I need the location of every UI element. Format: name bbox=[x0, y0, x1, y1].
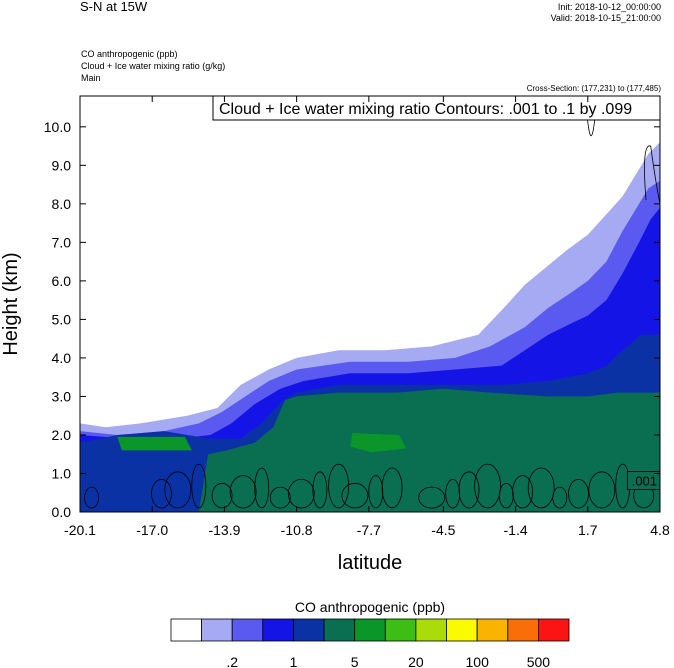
cloud-contour-2 bbox=[164, 471, 192, 509]
colorbar: CO anthropogenic (ppb) .2 1 5 20 100 500 bbox=[170, 599, 570, 668]
cloud-contour-9 bbox=[312, 471, 328, 509]
colorbar-swatch bbox=[446, 618, 478, 642]
contour-note-text: Cloud + Ice water mixing ratio Contours:… bbox=[219, 101, 632, 118]
cloud-contour-7 bbox=[269, 486, 291, 509]
cloud-contour-10 bbox=[328, 463, 350, 509]
cloud-contour-0 bbox=[84, 486, 99, 509]
cross-section-label: Cross-Section: (177,231) to (177,485) bbox=[526, 84, 661, 93]
colorbar-label: 20 bbox=[408, 654, 424, 668]
y-tick-label: 6.0 bbox=[52, 273, 72, 289]
x-tick-label: -7.7 bbox=[357, 522, 381, 538]
x-tick-label: 1.7 bbox=[578, 522, 598, 538]
cloud-contour-23 bbox=[588, 471, 616, 509]
colorbar-label: 500 bbox=[527, 654, 551, 668]
y-tick-label: 7.0 bbox=[52, 234, 72, 250]
cloud-contour-8 bbox=[287, 479, 315, 509]
field-label-cloud: Cloud + Ice water mixing ratio (g/kg) bbox=[81, 61, 226, 71]
y-axis-label: Height (km) bbox=[0, 252, 22, 355]
colorbar-swatch bbox=[293, 618, 325, 642]
x-tick-label: -13.9 bbox=[208, 522, 240, 538]
colorbar-title: CO anthropogenic (ppb) bbox=[295, 599, 445, 615]
cloud-contour-20 bbox=[527, 467, 555, 509]
colorbar-label: 5 bbox=[351, 654, 359, 668]
colorbar-swatch bbox=[231, 618, 264, 642]
y-tick-label: 10.0 bbox=[44, 119, 71, 135]
y-tick-label: 8.0 bbox=[52, 196, 72, 212]
y-tick-label: 0.0 bbox=[52, 504, 72, 520]
green-patch-0 bbox=[350, 433, 407, 453]
cloud-contour-5 bbox=[229, 475, 257, 509]
contour-label-box bbox=[626, 471, 660, 490]
y-tick-label: 9.0 bbox=[52, 157, 72, 173]
contour-label: .001 bbox=[632, 474, 657, 489]
cloud-contour-6 bbox=[254, 467, 270, 509]
colorbar-swatch bbox=[262, 618, 294, 642]
cloud-contour-13 bbox=[381, 467, 403, 509]
colorbar-label: 100 bbox=[466, 654, 490, 668]
plot-fill-layers bbox=[80, 142, 660, 512]
y-tick-label: 5.0 bbox=[52, 311, 72, 327]
cloud-contour-4 bbox=[211, 482, 233, 509]
cloud-contour-16 bbox=[458, 471, 480, 509]
contour-note-box: Cloud + Ice water mixing ratio Contours:… bbox=[212, 95, 661, 121]
colorbar-swatch bbox=[170, 618, 203, 642]
colorbar-swatch bbox=[538, 618, 570, 642]
colorbar-swatch bbox=[323, 618, 356, 642]
cloud-contour-14 bbox=[418, 486, 446, 509]
x-tick-label: -4.5 bbox=[431, 522, 455, 538]
plot-title: S-N at 15W bbox=[80, 0, 148, 14]
y-tick-label: 3.0 bbox=[52, 388, 72, 404]
cloud-contour-11 bbox=[341, 482, 369, 509]
x-axis-label: latitude bbox=[338, 552, 403, 574]
cloud-contour-3 bbox=[191, 463, 207, 509]
cloud-contour-18 bbox=[498, 482, 514, 509]
init-time: Init: 2018-10-12_00:00:00 bbox=[557, 2, 661, 12]
colorbar-label: .2 bbox=[226, 654, 238, 668]
cloud-contours: .001 bbox=[84, 96, 660, 509]
cloud-contour-17 bbox=[474, 463, 502, 509]
y-tick-label: 4.0 bbox=[52, 350, 72, 366]
colorbar-swatch bbox=[384, 618, 417, 642]
y-tick-label: 1.0 bbox=[52, 465, 72, 481]
colorbar-swatch bbox=[201, 618, 233, 642]
x-tick-label: -10.8 bbox=[281, 522, 313, 538]
x-axis: -20.1 -17.0 -13.9 -10.8 -7.7 -4.5 -1.4 1.7 4.8 bbox=[64, 96, 670, 538]
colorbar-swatch bbox=[476, 618, 509, 642]
y-axis: 0.0 1.0 2.0 3.0 4.0 5.0 6.0 7.0 8.0 9.0 10.0 bbox=[44, 119, 660, 520]
valid-time: Valid: 2018-10-15_21:00:00 bbox=[550, 13, 661, 23]
x-tick-label: -1.4 bbox=[504, 522, 528, 538]
green-patch-1 bbox=[117, 436, 192, 451]
cloud-contour-21 bbox=[552, 486, 568, 509]
cloud-contour-22 bbox=[568, 479, 589, 509]
upper-cloud-contour-2 bbox=[644, 145, 660, 204]
colorbar-swatch bbox=[415, 618, 447, 642]
cloud-contour-1 bbox=[151, 479, 172, 509]
x-tick-label: -20.1 bbox=[64, 522, 96, 538]
field-label-co: CO anthropogenic (ppb) bbox=[81, 49, 178, 59]
colorbar-swatch bbox=[354, 618, 386, 642]
field-label-main: Main bbox=[81, 73, 101, 83]
cloud-contour-19 bbox=[512, 475, 533, 509]
x-tick-label: -17.0 bbox=[136, 522, 168, 538]
x-tick-label: 4.8 bbox=[650, 522, 670, 538]
y-tick-label: 2.0 bbox=[52, 427, 72, 443]
colorbar-label: 1 bbox=[290, 654, 298, 668]
cloud-contour-15 bbox=[445, 479, 461, 509]
cloud-contour-12 bbox=[368, 475, 384, 509]
colorbar-swatch bbox=[507, 618, 539, 642]
